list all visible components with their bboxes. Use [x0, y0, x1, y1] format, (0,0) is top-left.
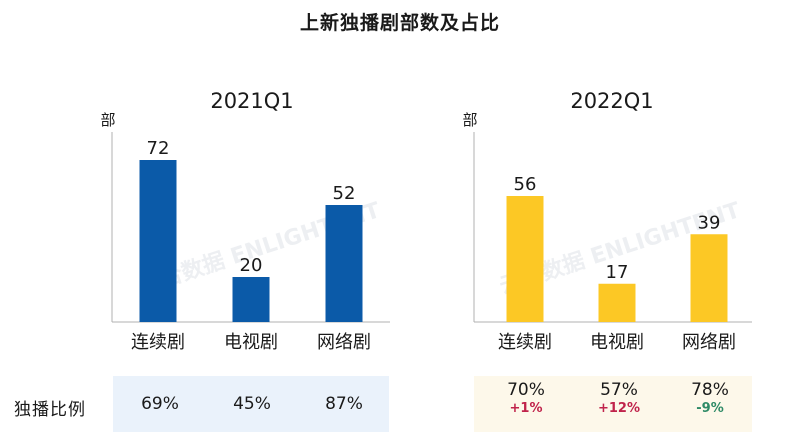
category-label-2021-2: 网络剧	[317, 332, 371, 353]
ratio-value: 70%	[507, 380, 545, 400]
panel-title-2021: 2021Q1	[210, 89, 293, 113]
y-unit-label-2022: 部	[462, 111, 477, 129]
bar-value-label-2021-2: 52	[333, 183, 356, 204]
bar-2022-0	[506, 196, 544, 322]
bar-2022-1	[598, 283, 636, 322]
category-label-2021-1: 电视剧	[224, 332, 278, 353]
ratio-value: 87%	[325, 394, 363, 414]
bar-value-label-2022-2: 39	[698, 212, 721, 233]
ratio-change: +1%	[509, 401, 543, 416]
ratio-box-2021q1: 69% 45% 87%	[113, 376, 389, 432]
ratio-cell-web-2022: 78% -9%	[665, 376, 755, 416]
ratio-cell-serial-2022: 70% +1%	[481, 376, 571, 416]
y-unit-label-2021: 部	[100, 111, 115, 129]
ratio-value: 57%	[600, 380, 638, 400]
category-label-2022-0: 连续剧	[498, 332, 552, 353]
ratio-cell-serial-2021: 69%	[115, 376, 205, 432]
ratio-cell-web-2021: 87%	[299, 376, 389, 432]
ratio-box-2022q1: 70% +1% 57% +12% 78% -9%	[474, 376, 752, 432]
bar-2022-2	[690, 234, 728, 322]
ratio-value: 69%	[141, 394, 179, 414]
bar-value-label-2021-0: 72	[147, 138, 170, 159]
bar-2021-1	[232, 277, 270, 322]
ratio-change: -9%	[696, 401, 724, 416]
bar-2021-2	[325, 205, 363, 322]
exclusive-ratio-label: 独播比例	[14, 400, 86, 420]
category-label-2021-0: 连续剧	[131, 332, 185, 353]
ratio-cell-tv-2022: 57% +12%	[574, 376, 664, 416]
bar-value-label-2021-1: 20	[240, 255, 263, 276]
bar-value-label-2022-1: 17	[606, 262, 629, 283]
bar-value-label-2022-0: 56	[514, 174, 537, 195]
chart-title: 上新独播剧部数及占比	[299, 12, 500, 34]
category-label-2022-1: 电视剧	[590, 332, 644, 353]
panel-title-2022: 2022Q1	[570, 89, 653, 113]
ratio-change: +12%	[597, 401, 640, 416]
ratio-cell-tv-2021: 45%	[207, 376, 297, 432]
ratio-value: 78%	[691, 380, 729, 400]
ratio-value: 45%	[233, 394, 271, 414]
bar-2021-0	[139, 160, 177, 322]
category-label-2022-2: 网络剧	[682, 332, 736, 353]
